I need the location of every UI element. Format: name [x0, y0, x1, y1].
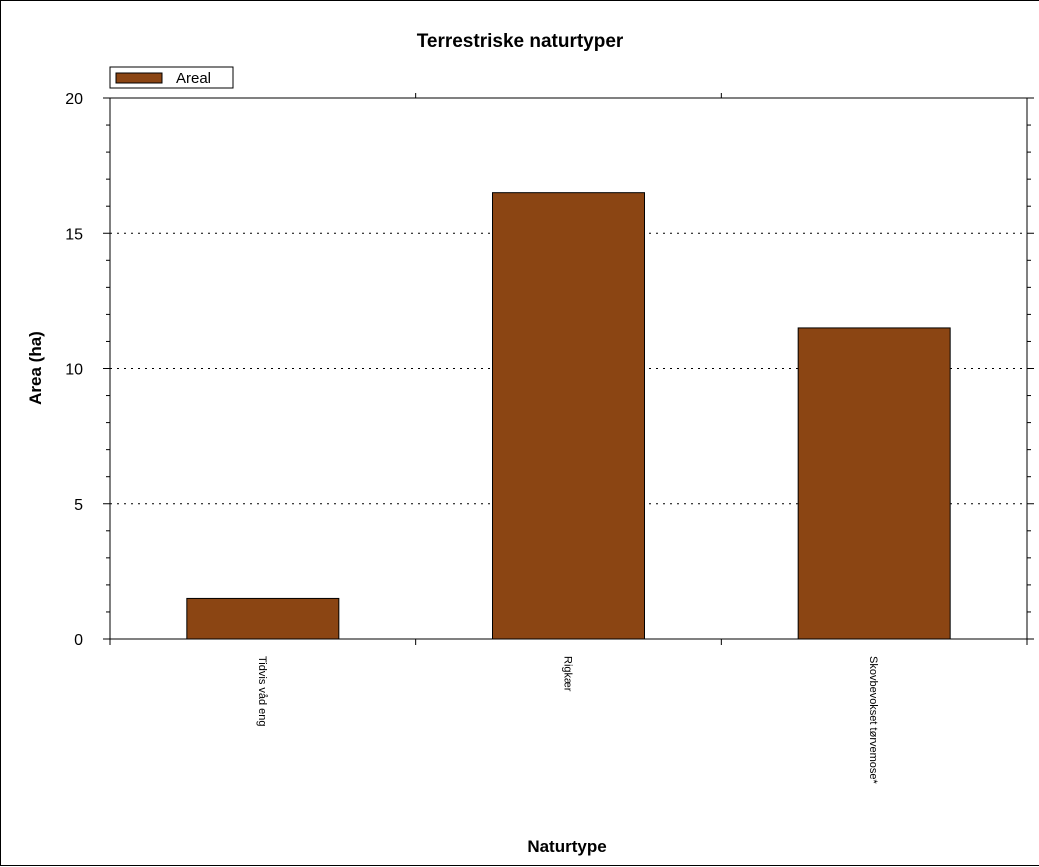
y-tick-label: 10 — [65, 362, 83, 379]
bar — [492, 192, 645, 640]
y-axis-title: Area (ha) — [26, 331, 45, 405]
bars — [186, 192, 951, 640]
y-tick-label: 5 — [74, 497, 83, 514]
x-category-label: Rigkær — [562, 656, 574, 692]
y-tick-label: 20 — [65, 91, 83, 108]
legend-label-areal: Areal — [176, 70, 211, 87]
y-axis-ticks: 0 5 10 15 20 — [65, 91, 1034, 649]
chart-title: Terrestriske naturtyper — [417, 31, 624, 52]
y-tick-label: 15 — [65, 226, 83, 243]
legend: Areal — [109, 66, 234, 89]
y-tick-label: 0 — [74, 632, 83, 649]
bar — [186, 597, 340, 640]
legend-swatch — [115, 72, 163, 84]
x-category-label: Tidvis våd eng — [256, 656, 268, 727]
axes — [109, 93, 1028, 645]
bar — [797, 327, 951, 640]
x-axis-title: Naturtype — [527, 837, 606, 856]
x-axis-category-labels: Tidvis våd eng Rigkær Skovbevokset tørvemo… — [256, 656, 879, 784]
x-category-label: Skovbevokset tørvemose* — [867, 656, 879, 784]
